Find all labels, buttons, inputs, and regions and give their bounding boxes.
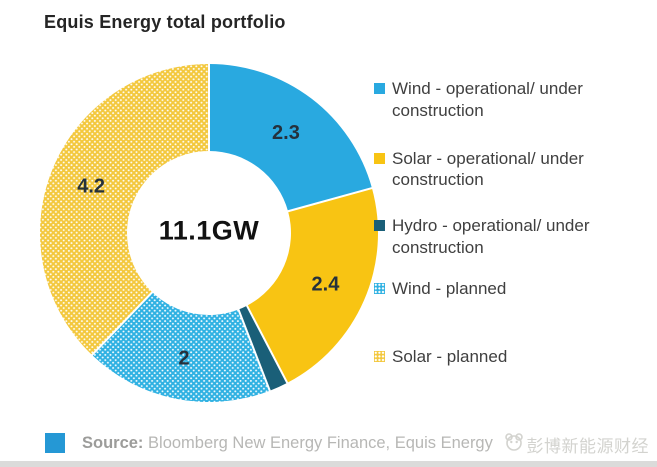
- donut-segment: [92, 292, 270, 403]
- legend-item-wind-operational: Wind - operational/ under construction: [374, 78, 646, 122]
- segment-value-label: 2.4: [312, 274, 341, 296]
- watermark-text: 彭博新能源财经: [526, 437, 649, 456]
- source-text: Bloomberg New Energy Finance, Equis Ener…: [143, 434, 493, 452]
- legend-label: Solar - planned: [392, 347, 508, 367]
- legend-swatch-solar-planned-icon: [374, 351, 385, 363]
- legend-swatch-wind-operational-icon: [374, 83, 385, 94]
- segment-value-label: 2: [178, 348, 189, 370]
- donut-segment: [238, 305, 288, 391]
- donut-segment: [209, 64, 372, 212]
- legend-label: Solar - operational/ under construction: [392, 148, 584, 190]
- legend-item-wind-planned: Wind - planned: [374, 278, 646, 300]
- bottom-edge-strip: [0, 461, 657, 467]
- source-swatch-icon: [45, 433, 65, 453]
- legend-item-solar-planned: Solar - planned: [374, 346, 646, 368]
- chart-title: Equis Energy total portfolio: [44, 12, 286, 32]
- legend-swatch-wind-planned-icon: [374, 282, 385, 294]
- watermark: 彭博新能源财经: [496, 430, 651, 459]
- segment-value-label: 2.3: [272, 122, 300, 144]
- legend-label: Wind - operational/ under construction: [392, 79, 583, 120]
- legend-item-hydro-operational: Hydro - operational/ under construction: [374, 215, 646, 259]
- panda-logo-icon: [503, 432, 525, 457]
- legend-label: Wind - planned: [392, 278, 507, 298]
- donut-segment: [246, 188, 378, 383]
- legend-swatch-solar-operational-icon: [374, 152, 385, 164]
- donut-segment: [39, 64, 209, 356]
- segment-value-label: 4.2: [77, 176, 105, 198]
- legend-swatch-hydro-operational-icon: [374, 220, 385, 231]
- legend-item-solar-operational: Solar - operational/ under construction: [374, 148, 646, 192]
- source-label: Source:: [82, 434, 144, 452]
- chart-legend: Wind - operational/ under construction S…: [374, 78, 646, 368]
- donut-center-total: 11.1GW: [158, 215, 260, 246]
- legend-label: Hydro - operational/ under construction: [392, 216, 590, 257]
- source-line: Source: Bloomberg New Energy Finance, Eq…: [82, 434, 622, 453]
